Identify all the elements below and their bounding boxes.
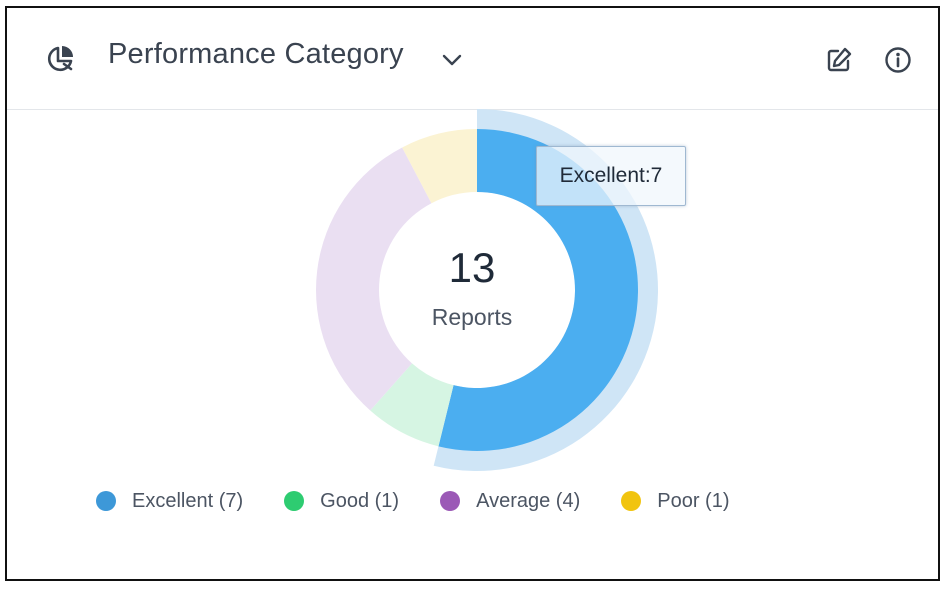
chevron-down-icon[interactable]: [441, 52, 463, 68]
chart-tooltip: Excellent:7: [536, 146, 686, 206]
legend-label: Average (4): [476, 489, 581, 512]
legend-label: Poor (1): [657, 489, 730, 512]
slice-excellent[interactable]: [438, 129, 638, 451]
legend-item-good[interactable]: Good (1): [284, 490, 399, 513]
legend-item-poor[interactable]: Poor (1): [621, 490, 729, 513]
center-label: Reports: [431, 304, 513, 330]
pie-chart-icon: [47, 46, 73, 72]
legend-label: Good (1): [320, 489, 400, 512]
legend-dot: [96, 491, 116, 511]
slice-poor[interactable]: [402, 129, 477, 204]
slice-average[interactable]: [316, 147, 432, 411]
legend-dot: [621, 491, 642, 511]
chart-legend: Excellent (7) Good (1) Average (4) Poor …: [96, 486, 770, 516]
chart-card: Performance Category: [5, 6, 940, 581]
legend-item-excellent[interactable]: Excellent (7): [96, 490, 243, 513]
legend-label: Excellent (7): [132, 489, 244, 512]
card-header: Performance Category: [7, 8, 938, 110]
legend-item-average[interactable]: Average (4): [440, 490, 580, 513]
chart-title: Performance Category: [108, 38, 404, 70]
edit-icon[interactable]: [825, 46, 853, 74]
legend-dot: [284, 491, 305, 511]
legend-dot: [440, 491, 461, 511]
info-icon[interactable]: [884, 46, 912, 74]
slice-good[interactable]: [370, 363, 454, 447]
center-total: 13: [448, 244, 496, 291]
